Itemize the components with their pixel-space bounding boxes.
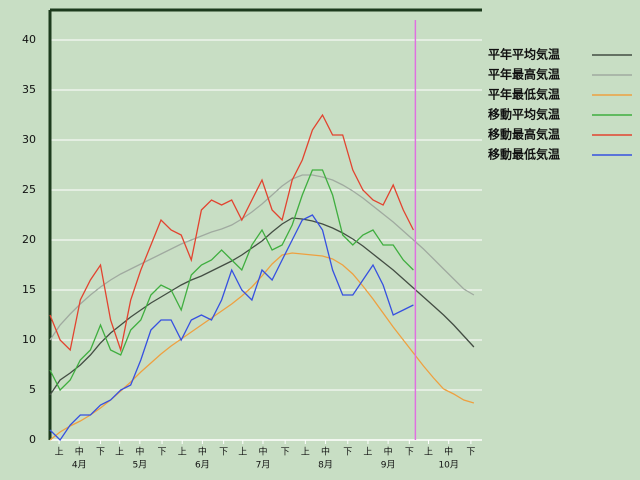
month-label: 7月	[256, 460, 271, 471]
x-tick-label: 上	[301, 447, 310, 458]
y-tick-label: 10	[22, 333, 36, 346]
series-line	[49, 252, 475, 441]
x-tick-label: 中	[135, 446, 144, 458]
x-tick-label: 下	[466, 448, 475, 458]
y-tick-label: 30	[22, 133, 36, 146]
month-label: 6月	[195, 460, 210, 471]
month-label: 9月	[381, 460, 396, 471]
x-tick-label: 下	[96, 448, 105, 458]
series-line	[49, 169, 414, 392]
x-tick-label: 上	[115, 447, 124, 458]
x-tick-label: 下	[405, 448, 414, 458]
legend-label: 移動最低気温	[488, 147, 560, 162]
y-tick-label: 20	[22, 233, 36, 246]
y-tick-label: 0	[29, 433, 36, 446]
x-tick-label: 中	[75, 446, 84, 458]
x-tick-label: 上	[424, 447, 433, 458]
month-label: 10月	[438, 460, 458, 471]
legend-label: 移動最高気温	[488, 127, 560, 142]
x-tick-label: 上	[238, 447, 247, 458]
x-tick-label: 中	[198, 446, 207, 458]
x-tick-label: 下	[281, 448, 290, 458]
x-tick-label: 下	[219, 448, 228, 458]
month-label: 5月	[132, 460, 147, 471]
x-tick-label: 中	[321, 446, 330, 458]
legend-label: 平年最高気温	[488, 67, 560, 82]
legend-label: 平年最低気温	[488, 87, 560, 102]
x-tick-label: 下	[343, 448, 352, 458]
x-tick-label: 上	[363, 447, 372, 458]
x-tick-label: 上	[178, 447, 187, 458]
y-tick-label: 25	[22, 183, 36, 196]
x-tick-label: 中	[444, 446, 453, 458]
x-tick-label: 中	[384, 446, 393, 458]
y-tick-label: 15	[22, 283, 36, 296]
x-tick-label: 中	[258, 446, 267, 458]
series-line	[49, 214, 414, 442]
y-tick-label: 40	[22, 33, 36, 46]
x-tick-label: 下	[158, 448, 167, 458]
series-line	[49, 113, 414, 353]
y-tick-label: 5	[29, 383, 36, 396]
month-label: 4月	[72, 460, 87, 471]
series-line	[49, 174, 475, 341]
legend-label: 平年平均気温	[488, 47, 560, 62]
x-tick-label: 上	[55, 447, 64, 458]
legend-label: 移動平均気温	[488, 107, 560, 122]
month-label: 8月	[318, 460, 333, 471]
series-line	[49, 217, 475, 396]
y-tick-label: 35	[22, 83, 36, 96]
